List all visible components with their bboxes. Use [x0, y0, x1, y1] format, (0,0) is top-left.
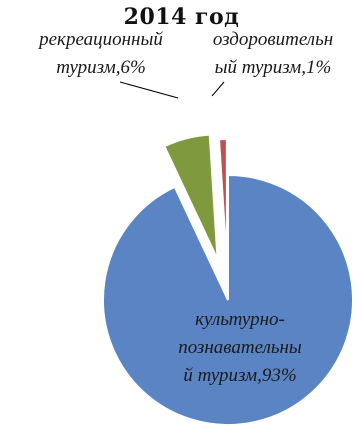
- slice-label-recreational: рекреационный туризм,6%: [6, 26, 196, 82]
- slice-cultural: [102, 173, 354, 426]
- slice-label-cultural: культурно- познавательны й туризм,93%: [140, 306, 340, 390]
- leader-line-health: [211, 81, 225, 97]
- leader-line-recreational: [119, 81, 179, 99]
- slice-label-recreational-line-1: рекреационный: [39, 29, 163, 50]
- slice-label-health-line-2: ый туризм,1%: [214, 57, 332, 78]
- slice-label-cultural-line-2: познавательны: [178, 337, 302, 358]
- slice-label-health-line-1: оздоровительн: [212, 29, 334, 50]
- chart-title: 2014 год: [123, 4, 240, 30]
- slice-label-recreational-line-2: туризм,6%: [56, 57, 146, 78]
- slice-label-health: оздоровительн ый туризм,1%: [188, 26, 358, 82]
- slice-health: [217, 138, 228, 265]
- slice-label-cultural-line-1: культурно-: [195, 309, 285, 330]
- slice-label-cultural-line-3: й туризм,93%: [183, 365, 297, 386]
- slice-recreational: [163, 133, 219, 260]
